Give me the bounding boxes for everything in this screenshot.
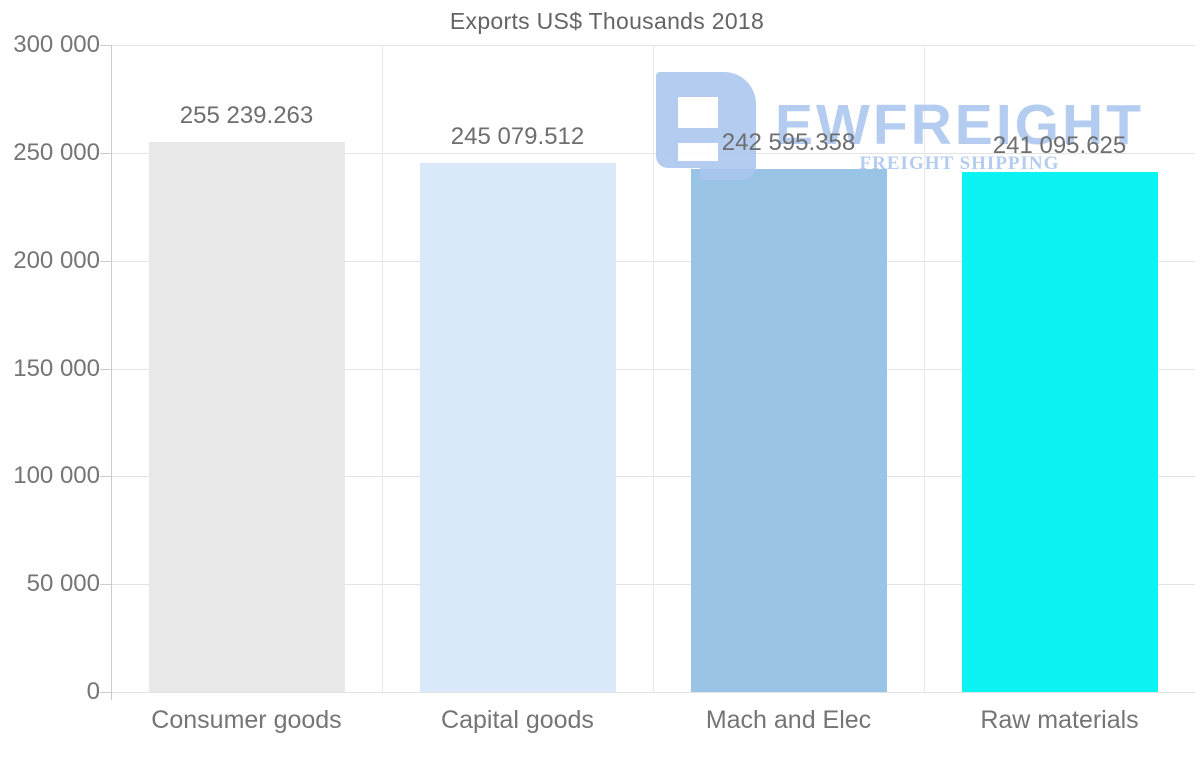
y-tick-mark xyxy=(100,476,111,478)
y-tick-label: 0 xyxy=(86,678,100,705)
bar xyxy=(148,141,345,692)
y-tick-mark xyxy=(100,368,111,370)
x-tick-label: Consumer goods xyxy=(151,706,342,734)
y-tick-mark xyxy=(100,692,111,693)
y-tick-label: 100 000 xyxy=(13,462,100,490)
y-tick-label: 250 000 xyxy=(13,138,100,166)
y-tick-label: 150 000 xyxy=(13,354,100,382)
x-tick-label: Raw materials xyxy=(980,706,1139,734)
logo-notch-bottom xyxy=(678,143,718,161)
watermark-tagline-text: FREIGHT SHIPPING xyxy=(859,153,1060,174)
bar-value-label: 241 095.625 xyxy=(992,132,1127,160)
logo-foot xyxy=(700,162,756,180)
bar-value-label: 245 079.512 xyxy=(450,123,585,151)
logo-notch-top xyxy=(678,97,718,128)
y-tick-mark xyxy=(100,260,111,262)
gridline-v xyxy=(924,45,925,692)
bar xyxy=(690,168,887,692)
gridline-v xyxy=(653,45,654,692)
bar xyxy=(961,172,1158,692)
y-axis-line xyxy=(111,45,112,700)
y-tick-label: 300 000 xyxy=(13,31,100,58)
bar-value-label: 242 595.358 xyxy=(721,128,856,156)
y-axis-labels: 0 50 000 100 000 150 000 200 000 250 000 300 0… xyxy=(0,31,100,705)
watermark-brand-text: EWFREIGHT xyxy=(775,93,1144,157)
x-tick-label: Mach and Elec xyxy=(705,706,872,734)
y-tick-mark xyxy=(100,152,111,154)
bar xyxy=(419,163,616,692)
watermark-row: EWFREIGHT FREIGHT SHIPPING xyxy=(656,72,1144,180)
bar-value-label: 255 239.263 xyxy=(179,101,314,129)
ewfreight-logo-icon xyxy=(656,72,756,180)
gridline-v xyxy=(382,45,383,692)
y-tick-mark xyxy=(100,584,111,586)
chart-title: Exports US$ Thousands 2018 xyxy=(449,8,765,34)
gridline-h xyxy=(111,692,1195,693)
watermark-text-block: EWFREIGHT FREIGHT SHIPPING xyxy=(775,72,1144,176)
plot-area: 255 239.263 Consumer goods 245 079.512 Capi… xyxy=(100,45,1195,734)
x-tick-label: Capital goods xyxy=(441,706,594,734)
y-tick-label: 50 000 xyxy=(26,570,100,598)
ewfreight-watermark: EWFREIGHT FREIGHT SHIPPING xyxy=(656,72,1144,180)
y-tick-mark xyxy=(100,45,111,46)
y-tick-label: 200 000 xyxy=(13,246,100,274)
